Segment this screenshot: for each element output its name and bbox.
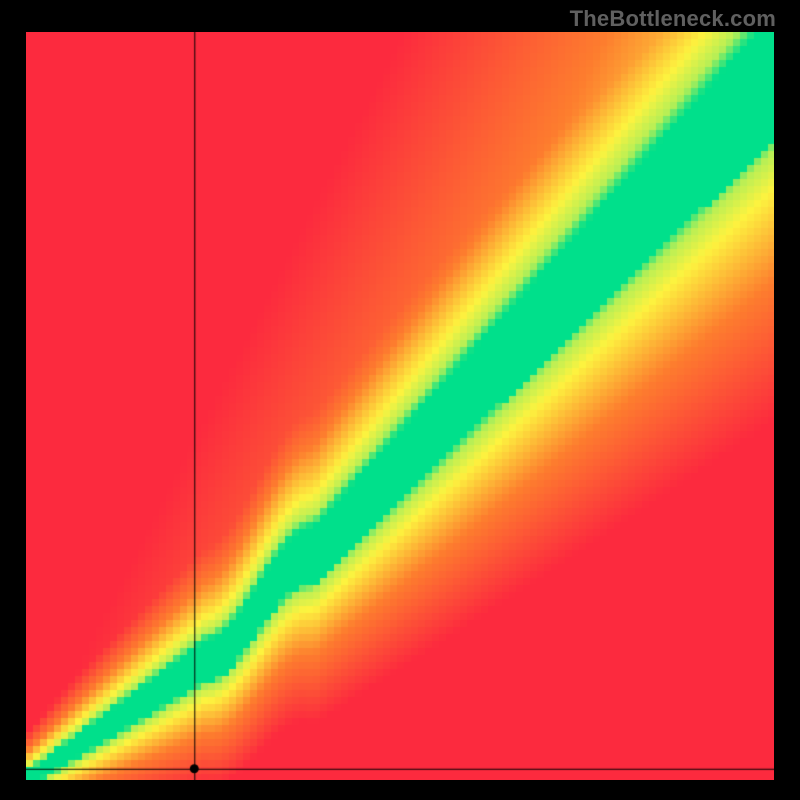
watermark-text: TheBottleneck.com [570,6,776,32]
chart-container: TheBottleneck.com [0,0,800,800]
crosshair-overlay [26,32,774,780]
